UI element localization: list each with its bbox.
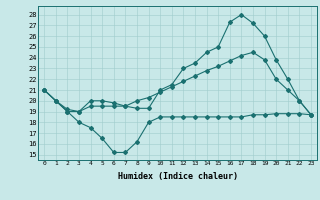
X-axis label: Humidex (Indice chaleur): Humidex (Indice chaleur): [118, 172, 238, 181]
